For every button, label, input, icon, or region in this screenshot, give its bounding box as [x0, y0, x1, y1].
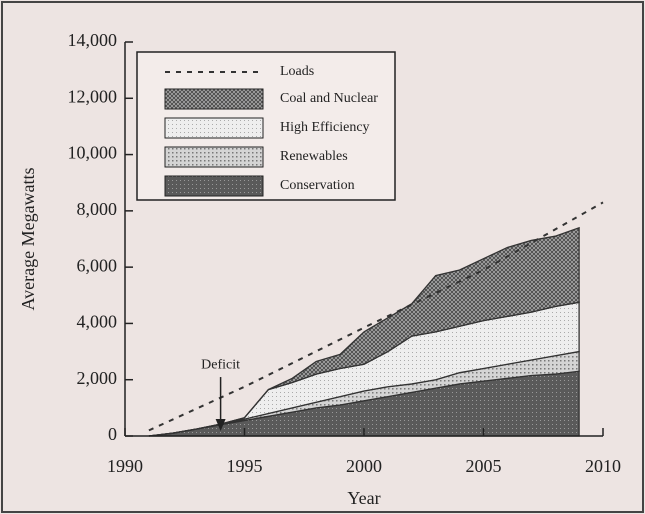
y-tick-label: 12,000 — [68, 86, 118, 106]
legend-label: High Efficiency — [280, 120, 370, 135]
x-tick-label: 2005 — [466, 456, 502, 476]
y-tick-label: 14,000 — [68, 30, 118, 50]
y-tick-label: 6,000 — [77, 255, 118, 275]
legend-swatch — [164, 88, 264, 110]
x-tick-label: 2010 — [585, 456, 621, 476]
legend-swatch — [164, 117, 264, 139]
x-tick-label: 1995 — [227, 456, 263, 476]
x-axis-label: Year — [347, 488, 380, 508]
x-tick-label: 2000 — [346, 456, 382, 476]
legend-label: Conservation — [280, 178, 355, 193]
y-axis-label: Average Megawatts — [18, 167, 38, 310]
legend-label: Renewables — [280, 149, 348, 164]
legend-label: Coal and Nuclear — [280, 91, 378, 106]
area — [148, 226, 580, 437]
legend-label: Loads — [280, 64, 314, 79]
y-tick-label: 4,000 — [77, 312, 118, 332]
y-tick-label: 0 — [108, 424, 117, 444]
y-tick-label: 2,000 — [77, 368, 118, 388]
y-tick-label: 10,000 — [68, 143, 118, 163]
y-tick-label: 8,000 — [77, 199, 118, 219]
annotation: Deficit — [201, 357, 240, 372]
loads-line — [148, 201, 604, 432]
legend-swatch — [164, 146, 264, 168]
legend-swatch — [164, 175, 264, 197]
x-tick-label: 1990 — [107, 456, 143, 476]
annotation-arrowhead — [215, 419, 226, 432]
